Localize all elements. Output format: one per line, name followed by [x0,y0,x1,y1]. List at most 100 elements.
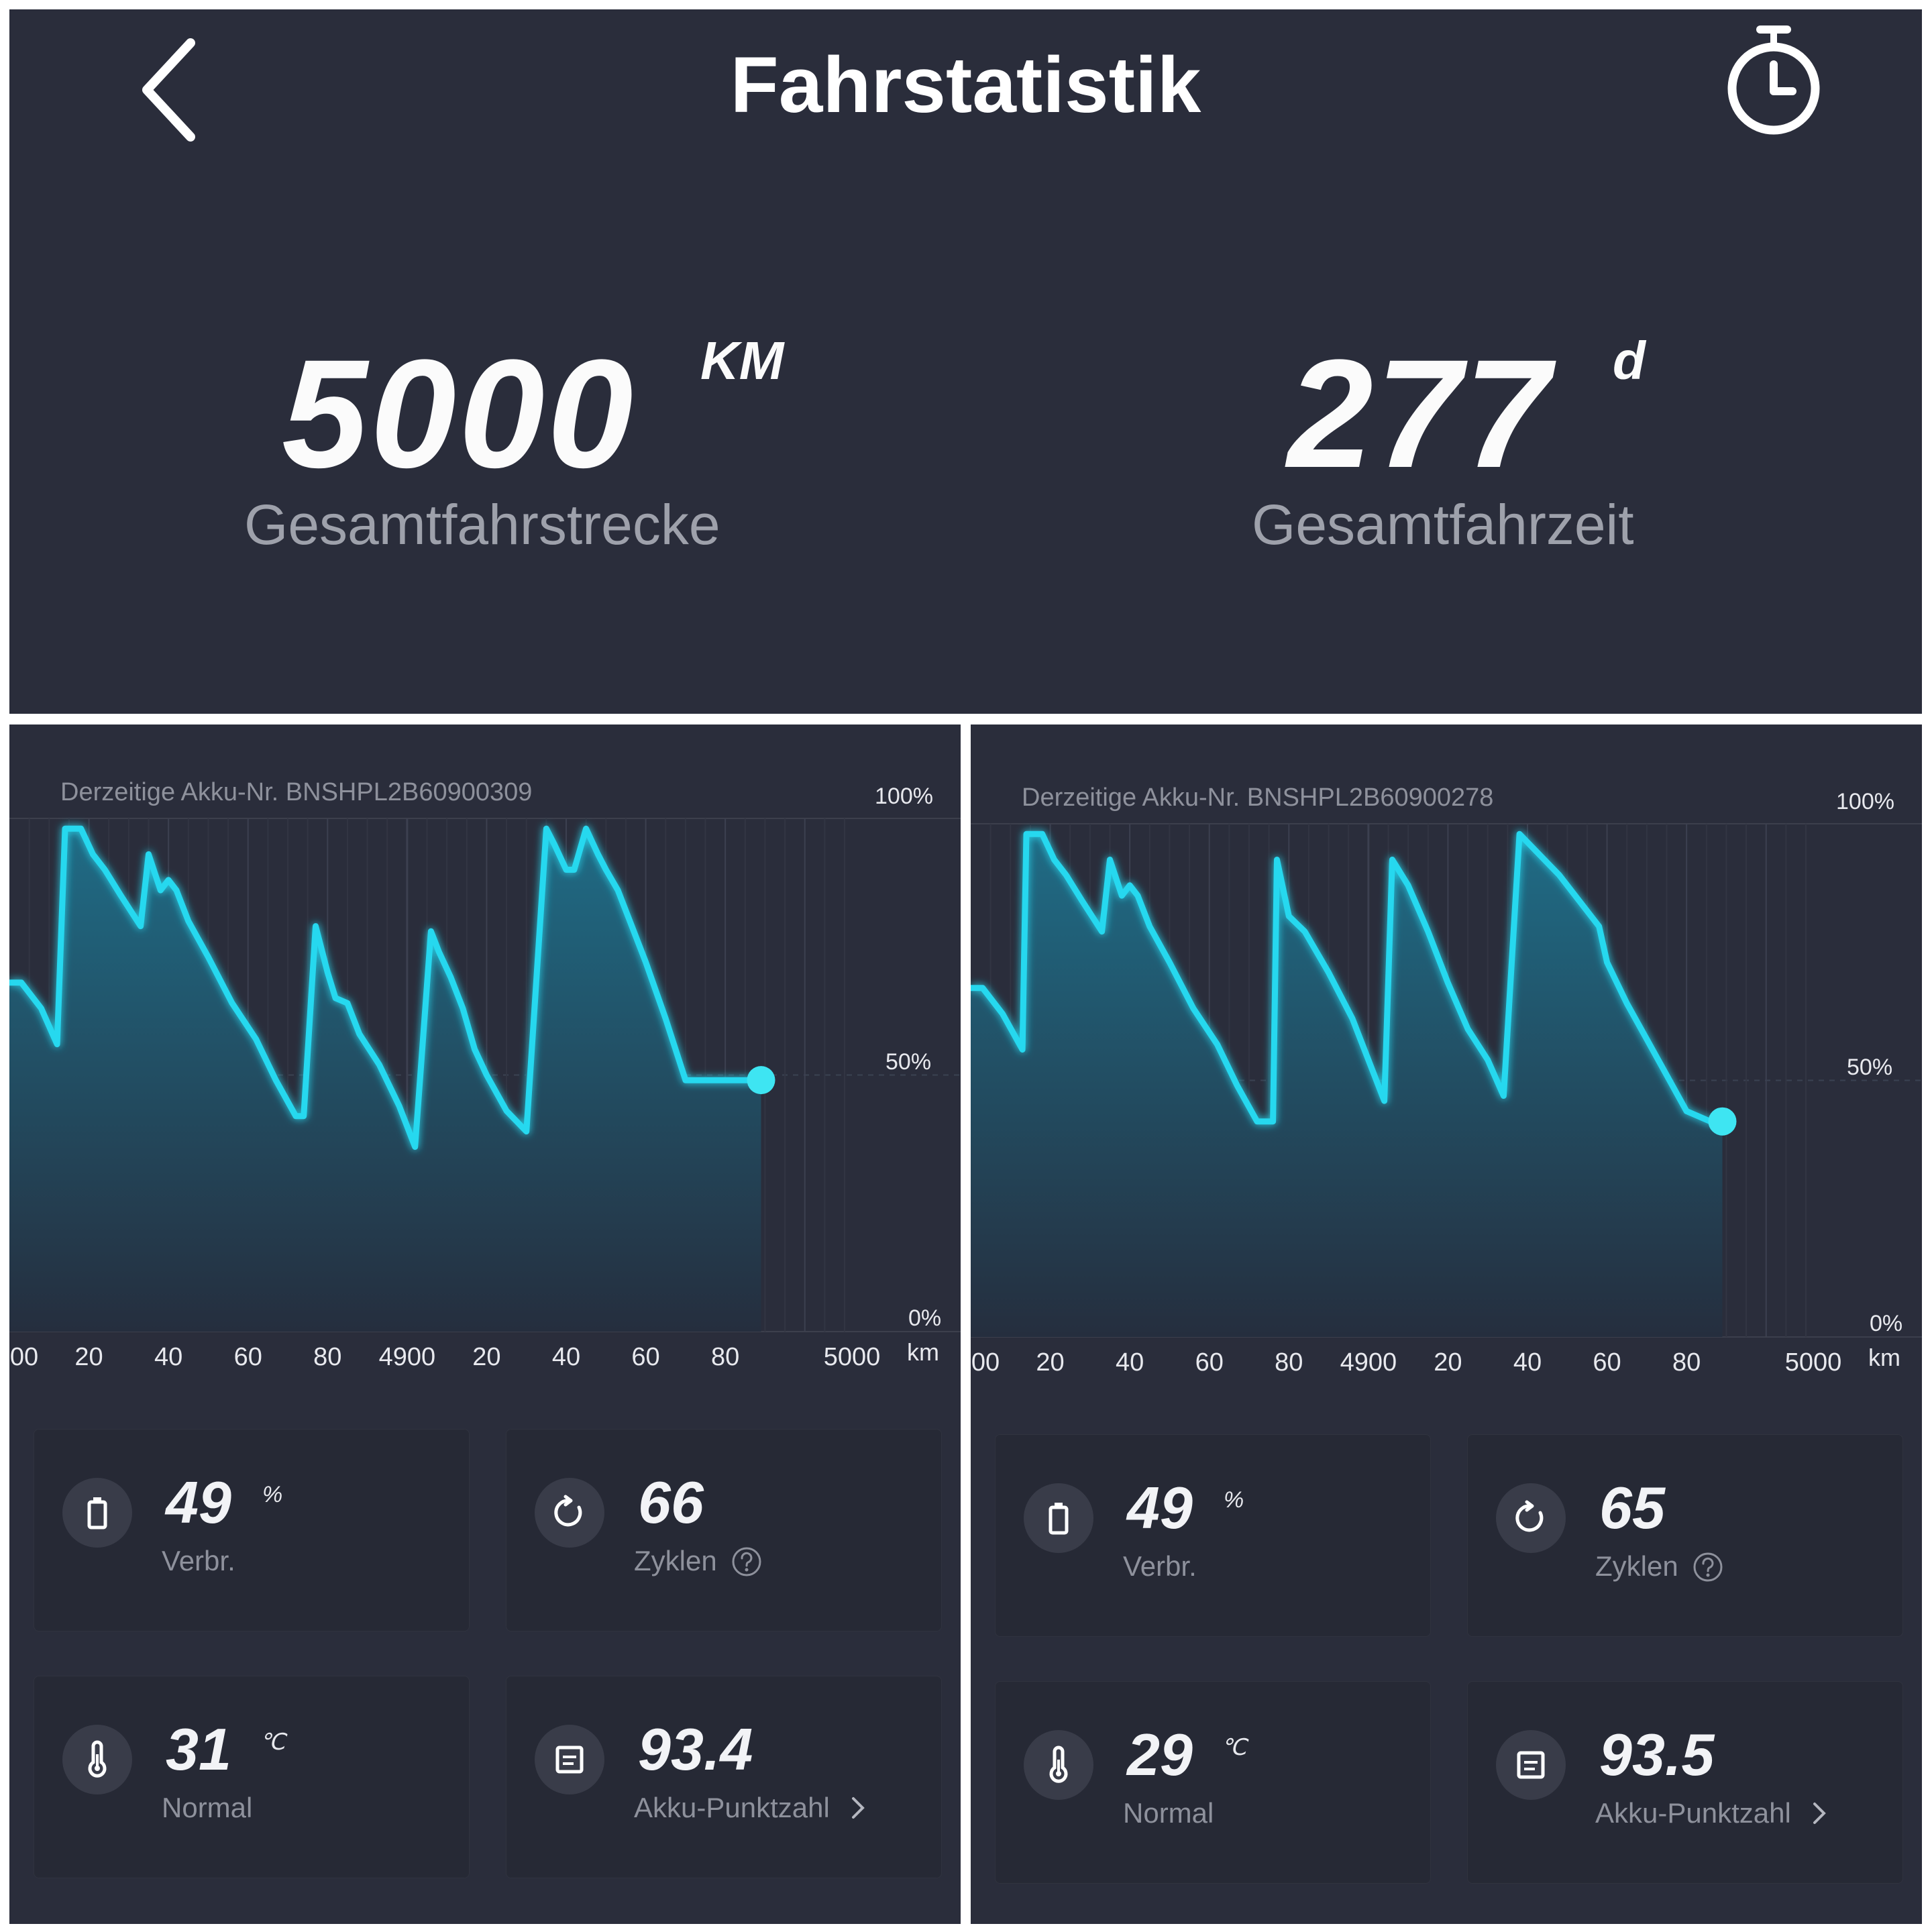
battery-id: Derzeitige Akku-Nr. BNSHPL2B60900278 [1022,784,1494,812]
x-tick-label: 40 [551,1343,581,1371]
y-tick-label: 50% [885,1049,932,1075]
battery-chart [9,818,961,1332]
usage-card: 49 % Verbr. [34,1429,470,1631]
battery-icon [1049,1503,1069,1535]
help-icon[interactable] [731,1546,762,1577]
battery-score-label-text: Akku-Punktzahl [634,1792,830,1823]
y-tick-label: 0% [908,1305,942,1331]
x-tick-label: 00 [971,1348,1000,1377]
x-axis-unit: km [1868,1344,1900,1371]
back-button[interactable] [117,23,211,144]
total-distance-value: 5000 [282,327,636,500]
temperature-value: 31 [166,1716,231,1782]
battery-chart [971,823,1922,1338]
score-icon-badge [535,1725,604,1794]
x-tick-label: 20 [1036,1348,1065,1377]
x-tick-label: 80 [313,1343,342,1371]
temperature-card: 29 ℃ Normal [995,1681,1431,1884]
stopwatch-icon [1727,25,1820,135]
x-tick-label: 60 [233,1343,262,1371]
y-tick-label: 100% [875,784,933,809]
chevron-right-icon [852,1797,865,1819]
battery-score-card[interactable]: 93.5 Akku-Punktzahl [1467,1681,1903,1884]
series-area [971,834,1723,1337]
battery-score-label: Akku-Punktzahl [634,1792,868,1824]
battery-icon-badge [1024,1483,1093,1553]
x-tick-label: 40 [154,1343,183,1371]
help-icon[interactable] [1693,1552,1723,1582]
thermometer-icon-badge [1024,1730,1093,1800]
cycles-label: Zyklen [1595,1550,1723,1582]
x-tick-label: 4900 [1340,1348,1397,1377]
series-line [9,825,761,1150]
battery-score-label-text: Akku-Punktzahl [1595,1797,1791,1829]
timer-button[interactable] [1720,16,1827,144]
cycles-value: 66 [638,1469,704,1536]
refresh-icon [554,1495,582,1527]
total-distance-unit: KM [700,331,784,390]
page-title: Fahrstatistik [730,41,1201,129]
battery-icon-badge [62,1478,132,1548]
battery-score-value: 93.4 [638,1716,753,1782]
x-tick-label: 80 [711,1343,740,1371]
total-time-value: 277 [1287,327,1553,500]
cycles-label: Zyklen [634,1545,762,1577]
cycles-value: 65 [1599,1474,1665,1541]
temperature-unit: ℃ [260,1729,286,1755]
battery-panel-right: Derzeitige Akku-Nr. BNSHPL2B60900278 100… [971,724,1922,1924]
score-icon-badge [1496,1730,1566,1800]
thermometer-icon-badge [62,1725,132,1794]
temperature-unit: ℃ [1221,1735,1247,1760]
y-tick-label: 50% [1847,1055,1893,1080]
current-point [747,1066,775,1095]
x-tick-label: 5000 [823,1343,881,1371]
series-line [971,830,1723,1125]
x-tick-label: 60 [1195,1348,1224,1377]
y-tick-label: 0% [1870,1311,1903,1336]
usage-unit: % [1224,1487,1244,1513]
cycles-label-text: Zyklen [1595,1550,1678,1582]
total-time-label: Gesamtfahrzeit [1252,493,1634,556]
battery-icon [87,1497,107,1529]
cycle-icon-badge [1496,1483,1566,1553]
usage-label: Verbr. [1123,1550,1197,1582]
total-distance-label: Gesamtfahrstrecke [244,493,720,556]
x-tick-label: 20 [472,1343,501,1371]
x-tick-label: 20 [1434,1348,1462,1377]
usage-label: Verbr. [162,1545,235,1576]
x-tick-label: 80 [1275,1348,1303,1377]
cycles-card: 65 Zyklen [1467,1434,1903,1637]
current-point [1708,1107,1737,1136]
temperature-card: 31 ℃ Normal [34,1676,470,1878]
document-icon [555,1746,584,1774]
battery-score-label: Akku-Punktzahl [1595,1797,1829,1829]
summary-screen: Fahrstatistik 5000 KM Gesamtfahrstrecke … [9,9,1922,714]
usage-value: 49 [166,1469,231,1536]
total-time-unit: d [1613,331,1646,390]
document-icon [1517,1751,1545,1779]
x-tick-label: 5000 [1784,1348,1842,1377]
temperature-label: Normal [162,1792,253,1823]
x-tick-label: 40 [1513,1348,1542,1377]
x-tick-label: 00 [9,1343,39,1371]
battery-panel-left: Derzeitige Akku-Nr. BNSHPL2B60900309 100… [9,724,961,1924]
battery-id: Derzeitige Akku-Nr. BNSHPL2B60900309 [60,778,533,806]
refresh-icon [1515,1500,1544,1532]
chevron-left-icon [142,38,195,142]
usage-value: 49 [1127,1474,1193,1541]
battery-score-card[interactable]: 93.4 Akku-Punktzahl [506,1676,942,1878]
usage-unit: % [262,1482,283,1507]
chevron-right-icon [1813,1803,1827,1824]
cycle-icon-badge [535,1478,604,1548]
x-tick-label: 40 [1116,1348,1144,1377]
thermometer-icon [1049,1746,1068,1783]
y-tick-label: 100% [1836,789,1894,814]
usage-card: 49 % Verbr. [995,1434,1431,1637]
battery-score-value: 93.5 [1599,1721,1715,1788]
temperature-label: Normal [1123,1797,1214,1829]
x-tick-label: 60 [1593,1348,1621,1377]
temperature-value: 29 [1127,1721,1193,1788]
cycles-card: 66 Zyklen [506,1429,942,1631]
cycles-label-text: Zyklen [634,1545,717,1576]
x-tick-label: 4900 [378,1343,436,1371]
